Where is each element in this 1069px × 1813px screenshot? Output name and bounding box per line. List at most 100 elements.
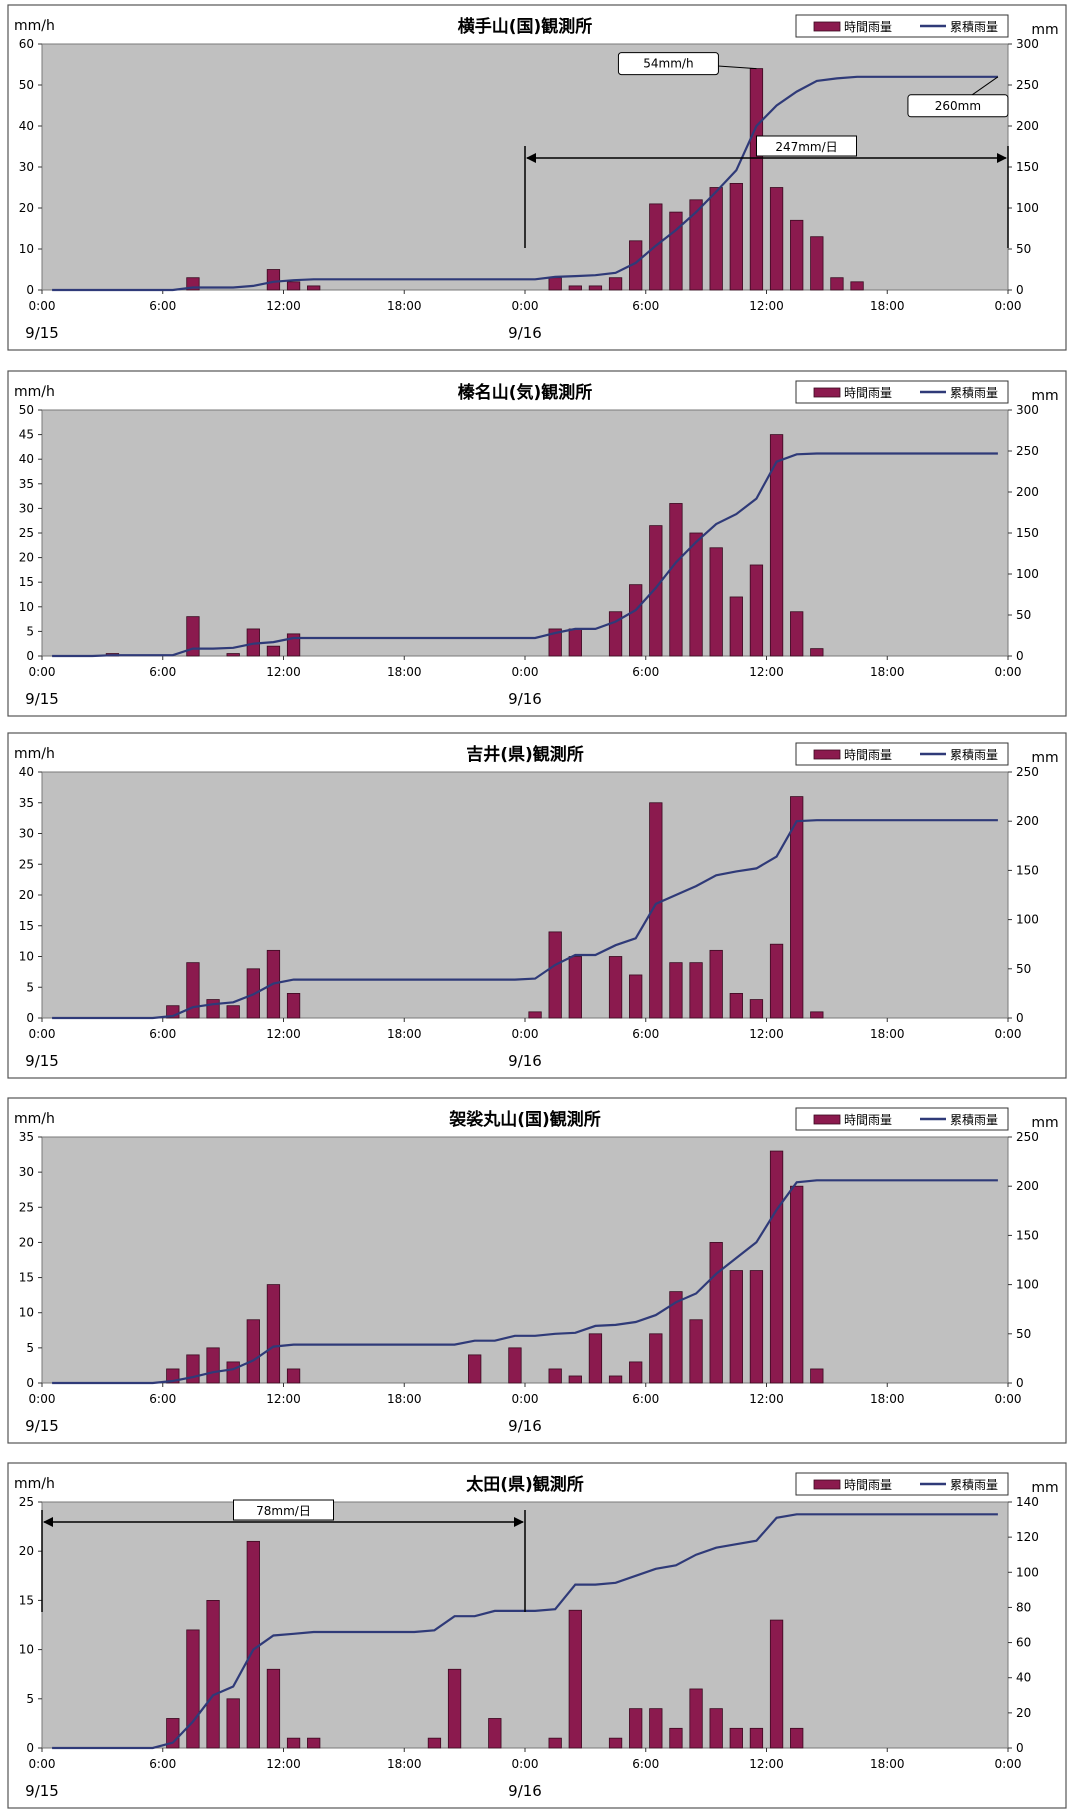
hourly-rain-bar — [669, 962, 683, 1019]
cumulative-rain-line — [52, 819, 998, 1020]
right-tick-label: 0 — [1016, 283, 1024, 297]
right-tick-label: 250 — [1016, 78, 1039, 92]
right-tick-label: 50 — [1016, 1327, 1031, 1341]
hourly-rain-bar — [307, 1737, 321, 1749]
hourly-rain-bar — [729, 182, 743, 291]
legend-bar-swatch — [813, 387, 841, 398]
legend-line-label: 累積雨量 — [950, 1477, 998, 1492]
hourly-rain-bar — [266, 1284, 281, 1384]
legend-bar-label: 時間雨量 — [844, 386, 892, 400]
right-tick-label: 200 — [1016, 485, 1039, 499]
right-tick-label: 150 — [1016, 863, 1039, 877]
right-tick-label: 50 — [1016, 242, 1031, 256]
left-tick-label: 30 — [19, 160, 34, 174]
hourly-rain-bar — [669, 211, 683, 291]
x-tick-label: 0:00 — [512, 665, 539, 679]
left-tick-label: 0 — [26, 1376, 34, 1390]
right-tick-label: 100 — [1016, 1278, 1039, 1292]
hourly-rain-bar — [568, 1609, 582, 1749]
chart-title: 袈裟丸山(国)観測所 — [448, 1109, 601, 1130]
right-tick-label: 40 — [1016, 1671, 1031, 1685]
hourly-rain-bar — [186, 616, 200, 657]
x-tick-label: 12:00 — [749, 299, 784, 313]
hourly-rain-bar — [749, 564, 764, 657]
hourly-rain-bar — [226, 1361, 240, 1384]
right-tick-label: 0 — [1016, 1011, 1024, 1025]
hourly-rain-bar — [810, 236, 824, 291]
cumulative-rain-line — [52, 75, 998, 292]
x-tick-label: 18:00 — [870, 299, 905, 313]
hourly-rain-bar — [568, 956, 582, 1019]
hourly-rain-bar — [769, 187, 784, 291]
chart-title: 太田(県)観測所 — [466, 1474, 584, 1495]
hourly-rain-bar — [226, 1698, 240, 1749]
legend-bar-swatch — [813, 1479, 841, 1490]
rainfall-chart: 0 5 10 15 20 25 30 35 40 45 50 0 50 100 150 200 250 300 0:… — [7, 370, 1067, 717]
chart-title: 吉井(県)観測所 — [466, 744, 584, 765]
hourly-rain-bar — [689, 1319, 703, 1384]
left-tick-label: 15 — [19, 1593, 34, 1607]
hourly-rain-bar — [749, 68, 764, 291]
legend: 時間雨量 累積雨量 — [795, 742, 1009, 766]
left-tick-label: 5 — [26, 1341, 34, 1355]
callout-label: 54mm/h — [643, 57, 693, 71]
date-label: 9/16 — [508, 1417, 542, 1435]
hourly-rain-bar — [769, 434, 784, 657]
left-tick-label: 10 — [19, 1643, 34, 1657]
left-axis-unit: mm/h — [14, 384, 55, 400]
hourly-rain-bar — [810, 648, 824, 657]
date-label: 9/16 — [508, 1052, 542, 1070]
hourly-rain-bar — [568, 1375, 582, 1384]
hourly-rain-bar — [266, 645, 281, 657]
hourly-rain-bar — [810, 1011, 824, 1019]
hourly-rain-bar — [206, 999, 220, 1019]
x-tick-label: 0:00 — [512, 1392, 539, 1406]
legend-box — [795, 742, 1009, 766]
span-label: 78mm/日 — [256, 1504, 311, 1518]
hourly-rain-bar — [669, 1727, 683, 1749]
right-tick-label: 300 — [1016, 37, 1039, 51]
span-label: 247mm/日 — [775, 140, 837, 154]
hourly-rain-bar — [649, 1708, 663, 1749]
right-axis-unit: mm — [1031, 22, 1058, 38]
hourly-rain-bar — [709, 1708, 723, 1749]
hourly-rain-bar — [749, 1727, 764, 1749]
right-tick-label: 0 — [1016, 1741, 1024, 1755]
hourly-rain-bar — [669, 503, 683, 657]
hourly-rain-bar — [266, 1668, 281, 1749]
date-label: 9/15 — [25, 1782, 59, 1800]
span-arrow-head-left — [526, 153, 536, 163]
left-tick-label: 60 — [19, 37, 34, 51]
hourly-rain-bar — [608, 1737, 623, 1749]
right-tick-label: 20 — [1016, 1706, 1031, 1720]
hourly-rain-bar — [810, 1368, 824, 1384]
right-tick-label: 250 — [1016, 765, 1039, 779]
hourly-rain-bar — [186, 1629, 200, 1749]
date-label: 9/16 — [508, 324, 542, 342]
hourly-rain-bar — [629, 1361, 643, 1384]
x-tick-label: 18:00 — [387, 1757, 422, 1771]
x-tick-label: 18:00 — [387, 1392, 422, 1406]
span-arrow-head-right — [997, 153, 1007, 163]
legend-line-label: 累積雨量 — [950, 19, 998, 34]
hourly-rain-bar — [307, 285, 321, 291]
callout-box — [907, 94, 1009, 118]
left-tick-label: 30 — [19, 827, 34, 841]
x-tick-label: 0:00 — [995, 665, 1022, 679]
x-tick-label: 6:00 — [149, 665, 176, 679]
right-tick-label: 0 — [1016, 1376, 1024, 1390]
left-tick-label: 20 — [19, 1235, 34, 1249]
left-tick-label: 15 — [19, 919, 34, 933]
hourly-rain-bar — [528, 1011, 542, 1019]
hourly-rain-bar — [649, 525, 663, 657]
x-tick-label: 0:00 — [512, 1027, 539, 1041]
left-tick-label: 30 — [19, 501, 34, 515]
left-tick-label: 35 — [19, 477, 34, 491]
x-tick-label: 0:00 — [995, 1392, 1022, 1406]
hourly-rain-bar — [790, 611, 804, 657]
legend-box — [795, 14, 1009, 38]
hourly-rain-bar — [790, 1185, 804, 1384]
hourly-rain-bar — [689, 532, 703, 657]
hourly-rain-bar — [729, 992, 743, 1019]
